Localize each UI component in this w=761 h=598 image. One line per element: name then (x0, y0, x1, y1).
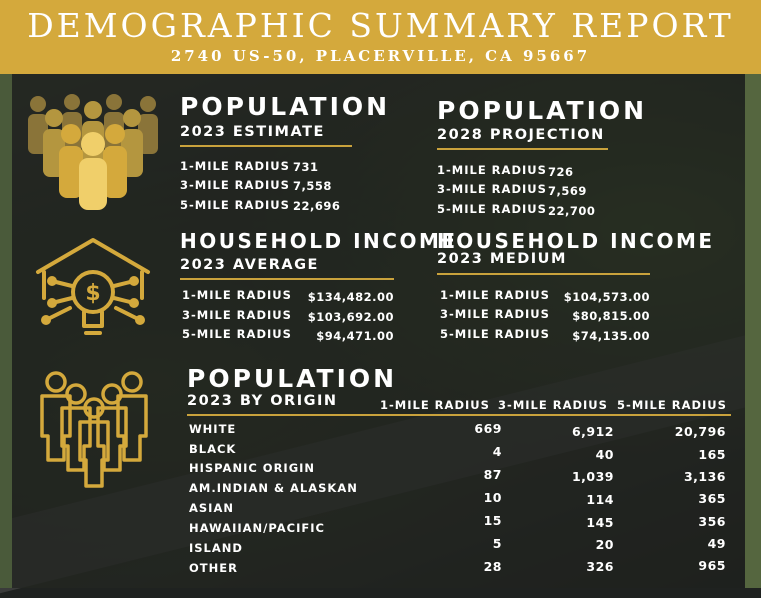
edge-foliage-right (745, 74, 761, 588)
pop2028-rule (437, 148, 608, 150)
pop2023-rule (180, 145, 352, 147)
pop2028-label-3: 5-MILE RADIUS (437, 202, 547, 216)
origin-col-header-2: 3-MILE RADIUS (498, 398, 608, 412)
origin-1mi-other: 28 (483, 559, 502, 574)
origin-5mi-asian: 356 (698, 514, 726, 529)
people-group-icon (28, 94, 158, 210)
origin-5mi-hawaiian: 49 (707, 536, 726, 551)
income-med-value-3: $74,135.00 (572, 329, 650, 343)
pop2023-value-2: 7,558 (293, 179, 332, 193)
origin-1mi-hawaiian: 5 (492, 536, 502, 551)
pop2023-value-3: 22,696 (293, 199, 341, 213)
origin-3mi-black: 40 (595, 447, 614, 462)
origin-label-asian: ASIAN (189, 501, 234, 515)
origin-label-hispanic: HISPANIC ORIGIN (189, 461, 316, 475)
pop2028-subtitle: 2028 PROJECTION (437, 127, 605, 143)
origin-1mi-asian: 15 (483, 513, 502, 528)
income-avg-subtitle: 2023 AVERAGE (180, 257, 319, 273)
pop2028-value-1: 726 (548, 165, 574, 179)
origin-col-header-3: 5-MILE RADIUS (617, 398, 727, 412)
edge-foliage-left (0, 74, 12, 588)
income-avg-label-2: 3-MILE RADIUS (182, 308, 292, 322)
pop2028-label-1: 1-MILE RADIUS (437, 163, 547, 177)
income-med-value-2: $80,815.00 (572, 309, 650, 323)
origin-label-black: BLACK (189, 442, 237, 456)
income-avg-label-3: 5-MILE RADIUS (182, 327, 292, 341)
report-address: 2740 US-50, PLACERVILLE, CA 95667 (170, 47, 591, 65)
report-title: DEMOGRAPHIC SUMMARY REPORT (27, 6, 734, 45)
origin-5mi-other: 965 (698, 558, 726, 573)
pop2028-value-2: 7,569 (548, 184, 587, 198)
people-crowd-icon (40, 371, 148, 488)
origin-3mi-amindian: 114 (586, 492, 614, 507)
income-avg-label-1: 1-MILE RADIUS (182, 288, 292, 302)
svg-text:$: $ (85, 281, 100, 306)
origin-3mi-hispanic: 1,039 (571, 469, 614, 484)
income-med-title: HOUSEHOLD INCOME (437, 229, 715, 253)
origin-1mi-amindian: 10 (483, 490, 502, 505)
pop2028-title: POPULATION (437, 96, 648, 125)
origin-label-white: WHITE (189, 422, 237, 436)
origin-5mi-white: 20,796 (674, 424, 726, 439)
income-avg-rule (180, 278, 394, 280)
income-med-label-1: 1-MILE RADIUS (440, 288, 550, 302)
origin-subtitle: 2023 BY ORIGIN (187, 393, 338, 409)
pop2023-label-2: 3-MILE RADIUS (180, 178, 290, 192)
origin-5mi-amindian: 365 (698, 491, 726, 506)
origin-label-island: ISLAND (189, 541, 243, 555)
income-med-subtitle: 2023 MEDIUM (437, 251, 567, 267)
income-avg-value-3: $94,471.00 (316, 329, 394, 343)
origin-1mi-hispanic: 87 (483, 467, 502, 482)
pop2023-subtitle: 2023 ESTIMATE (180, 124, 325, 140)
origin-label-hawaiian: HAWAIIAN/PACIFIC (189, 521, 325, 535)
pop2023-label-3: 5-MILE RADIUS (180, 198, 290, 212)
income-med-rule (437, 273, 650, 275)
origin-title: POPULATION (187, 364, 398, 393)
origin-rule (187, 414, 731, 416)
pop2028-value-3: 22,700 (548, 204, 596, 218)
pop2023-value-1: 731 (293, 160, 319, 174)
origin-label-other: OTHER (189, 561, 238, 575)
house-lightbulb-dollar-icon: $ (36, 238, 150, 335)
origin-5mi-hispanic: 3,136 (683, 469, 726, 484)
income-med-label-3: 5-MILE RADIUS (440, 327, 550, 341)
report-header: DEMOGRAPHIC SUMMARY REPORT 2740 US-50, P… (0, 0, 761, 74)
pop2028-label-2: 3-MILE RADIUS (437, 182, 547, 196)
origin-3mi-hawaiian: 20 (595, 537, 614, 552)
pop2023-label-1: 1-MILE RADIUS (180, 159, 290, 173)
income-avg-title: HOUSEHOLD INCOME (180, 229, 458, 253)
origin-1mi-black: 4 (492, 444, 502, 459)
origin-3mi-white: 6,912 (571, 424, 614, 439)
income-avg-value-2: $103,692.00 (307, 310, 394, 324)
income-med-value-1: $104,573.00 (563, 290, 650, 304)
origin-col-header-1: 1-MILE RADIUS (380, 398, 490, 412)
pop2023-title: POPULATION (180, 92, 391, 121)
origin-3mi-other: 326 (586, 559, 614, 574)
income-avg-value-1: $134,482.00 (307, 290, 394, 304)
origin-3mi-asian: 145 (586, 515, 614, 530)
origin-5mi-black: 165 (698, 447, 726, 462)
origin-1mi-white: 669 (474, 421, 502, 436)
origin-label-amindian: AM.INDIAN & ALASKAN (189, 481, 358, 495)
income-med-label-2: 3-MILE RADIUS (440, 307, 550, 321)
